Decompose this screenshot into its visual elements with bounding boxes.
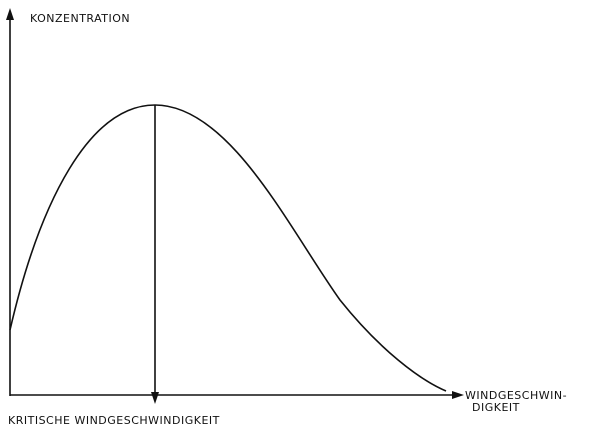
y-axis-arrow — [6, 8, 14, 20]
critical-arrow — [151, 392, 159, 404]
marker-label: KRITISCHE WINDGESCHWINDIGKEIT — [8, 414, 220, 427]
x-axis-arrow — [452, 391, 464, 399]
concentration-curve — [9, 104, 447, 392]
y-axis-label: KONZENTRATION — [30, 12, 130, 25]
x-axis-label: WINDGESCHWIN- — [465, 389, 567, 402]
x-axis-label: DIGKEIT — [472, 401, 520, 414]
